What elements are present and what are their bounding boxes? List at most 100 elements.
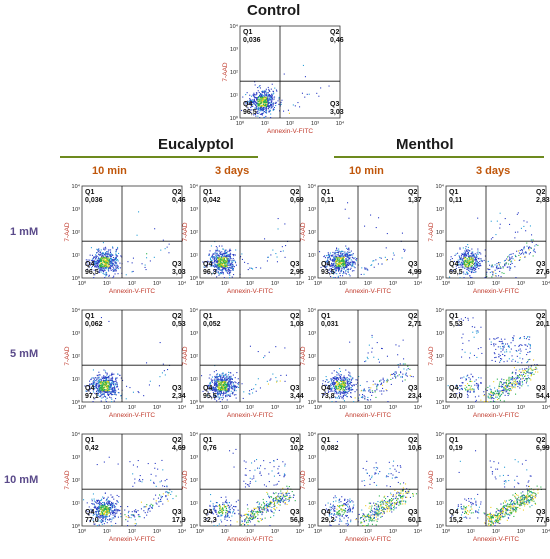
event-dot — [523, 336, 525, 338]
event-dot — [117, 388, 119, 390]
event-dot — [262, 97, 264, 99]
event-dot — [218, 381, 220, 383]
event-dot — [227, 261, 229, 263]
event-dot — [207, 273, 209, 275]
event-dot — [329, 265, 331, 267]
event-dot — [337, 372, 339, 374]
event-dot — [115, 263, 117, 265]
event-dot — [515, 393, 517, 395]
event-dot — [102, 389, 104, 391]
quadrant-value-q2: 0,69 — [290, 197, 304, 204]
event-dot — [132, 391, 134, 393]
event-dot — [336, 371, 338, 373]
event-dot — [98, 381, 100, 383]
event-dot — [103, 248, 105, 250]
event-dot — [229, 277, 231, 279]
event-dot — [337, 257, 339, 259]
event-dot — [222, 397, 224, 399]
event-dot — [102, 257, 104, 259]
event-dot — [104, 377, 106, 379]
event-dot — [353, 385, 355, 387]
event-dot — [103, 260, 105, 262]
event-dot — [220, 264, 222, 266]
event-dot — [475, 264, 477, 266]
event-dot — [225, 386, 227, 388]
event-dot — [525, 251, 527, 253]
event-dot — [325, 379, 327, 381]
event-dot — [215, 251, 217, 253]
y-tick-label: 10⁰ — [436, 275, 445, 282]
event-dot — [93, 277, 95, 279]
event-dot — [218, 256, 220, 258]
event-dot — [382, 377, 384, 379]
event-dot — [333, 384, 335, 386]
event-dot — [256, 102, 258, 104]
event-dot — [103, 380, 105, 382]
event-dot — [362, 394, 364, 396]
event-dot — [222, 248, 224, 250]
event-dot — [342, 254, 344, 256]
event-dot — [209, 382, 211, 384]
event-dot — [269, 102, 271, 104]
event-dot — [108, 268, 110, 270]
event-dot — [339, 384, 341, 386]
y-tick-label: 10⁰ — [308, 275, 317, 282]
event-dot — [112, 390, 114, 392]
event-dot — [301, 92, 303, 94]
event-dot — [105, 382, 107, 384]
event-dot — [105, 378, 107, 380]
quadrant-name-q1: Q1 — [203, 313, 212, 320]
event-dot — [474, 265, 476, 267]
event-dot — [159, 376, 161, 378]
event-dot — [336, 248, 338, 250]
event-dot — [99, 264, 101, 266]
event-dot — [387, 380, 389, 382]
event-dot — [217, 271, 219, 273]
event-dot — [519, 387, 521, 389]
x-tick-label: 10³ — [389, 281, 397, 287]
event-dot — [110, 384, 112, 386]
event-dots — [319, 202, 406, 279]
event-dot — [338, 392, 340, 394]
event-dot — [102, 382, 104, 384]
event-dot — [468, 268, 470, 270]
event-dot — [502, 392, 504, 394]
event-dot — [114, 384, 116, 386]
event-dot — [108, 393, 110, 395]
event-dot — [483, 394, 485, 396]
event-dot — [101, 386, 103, 388]
event-dot — [465, 379, 467, 381]
event-dot — [97, 259, 99, 261]
event-dot — [262, 109, 264, 111]
event-dot — [474, 266, 476, 268]
event-dot — [113, 381, 115, 383]
event-dot — [511, 372, 513, 374]
quadrant-name-q2: Q2 — [536, 189, 545, 196]
event-dot — [221, 388, 223, 390]
event-dot — [254, 84, 256, 86]
event-dot — [105, 387, 107, 389]
event-dot — [220, 263, 222, 265]
event-dot — [529, 344, 531, 346]
event-dot — [257, 108, 259, 110]
event-dot — [331, 378, 333, 380]
event-dot — [336, 258, 338, 260]
event-dot — [272, 109, 274, 111]
event-dot — [462, 319, 464, 321]
event-dot — [505, 391, 507, 393]
event-dot — [112, 257, 114, 259]
event-dot — [260, 107, 262, 109]
event-dot — [467, 272, 469, 274]
event-dot — [464, 261, 466, 263]
event-dot — [341, 260, 343, 262]
event-dot — [509, 267, 511, 269]
event-dot — [467, 391, 469, 393]
event-dot — [534, 245, 536, 247]
event-dot — [329, 252, 331, 254]
event-dot — [498, 267, 500, 269]
event-dot — [331, 255, 333, 257]
event-dot — [227, 263, 229, 265]
event-dot — [220, 389, 222, 391]
event-dot — [325, 267, 327, 269]
event-dot — [224, 262, 226, 264]
